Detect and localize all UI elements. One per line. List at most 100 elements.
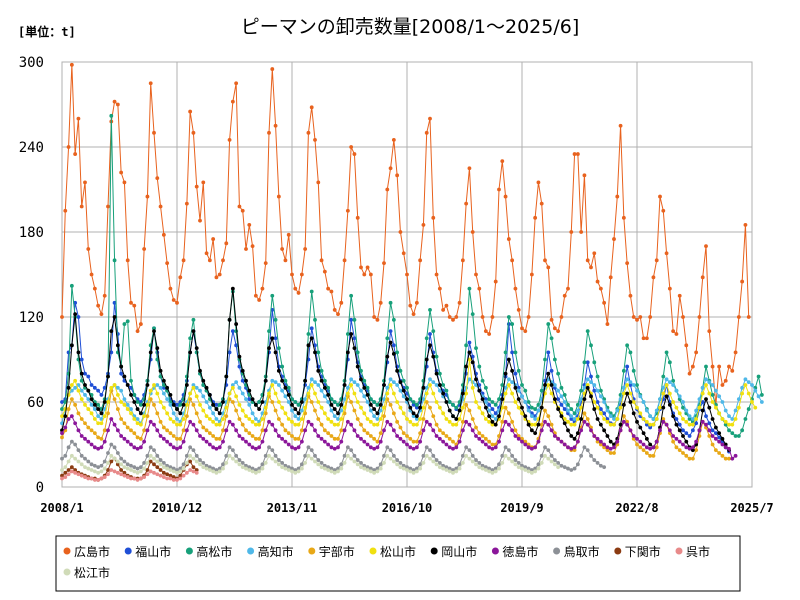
data-point: [497, 414, 501, 419]
data-point: [457, 417, 462, 421]
data-point: [549, 428, 554, 433]
data-point: [175, 402, 179, 407]
data-point: [175, 446, 179, 451]
data-point: [165, 385, 170, 390]
data-point: [451, 446, 455, 451]
data-point: [247, 465, 252, 470]
data-point: [418, 466, 423, 471]
data-point: [92, 417, 97, 421]
data-point: [175, 436, 179, 441]
data-point: [145, 453, 150, 458]
data-point: [388, 448, 393, 453]
data-point: [171, 419, 176, 424]
legend-item: 下関市: [614, 544, 661, 559]
data-point: [418, 258, 423, 263]
data-point: [83, 475, 87, 479]
data-point: [687, 434, 692, 438]
data-point: [349, 456, 354, 461]
data-point: [480, 378, 485, 383]
data-point: [237, 434, 242, 438]
data-point: [60, 315, 64, 319]
data-point: [543, 445, 547, 450]
data-point: [234, 453, 239, 458]
data-point: [559, 394, 564, 399]
data-point: [296, 469, 301, 474]
data-point: [424, 130, 429, 135]
data-point: [148, 453, 153, 458]
data-point: [493, 417, 498, 421]
data-point: [671, 400, 676, 404]
data-point: [690, 445, 695, 450]
series-7: [60, 414, 738, 461]
data-point: [385, 445, 390, 450]
data-point: [658, 405, 662, 410]
data-point: [132, 476, 137, 481]
data-point: [372, 422, 377, 427]
data-point: [582, 397, 587, 402]
data-point: [651, 417, 656, 421]
data-point: [207, 442, 212, 447]
data-point: [523, 400, 528, 404]
data-point: [125, 407, 130, 411]
data-point: [516, 368, 521, 373]
data-point: [224, 414, 229, 419]
data-point: [454, 422, 459, 427]
data-point: [194, 459, 199, 464]
data-point: [207, 417, 212, 421]
data-point: [441, 439, 446, 444]
data-point: [710, 428, 715, 433]
data-point: [529, 422, 534, 427]
data-point: [674, 417, 679, 421]
data-point: [129, 476, 133, 481]
data-point: [556, 465, 561, 470]
data-point: [240, 422, 245, 427]
data-point: [497, 466, 501, 471]
data-point: [460, 391, 465, 396]
data-point: [290, 397, 294, 402]
data-point: [375, 469, 380, 474]
data-point: [132, 417, 137, 421]
data-point: [230, 448, 235, 453]
data-point: [372, 414, 377, 419]
data-point: [717, 435, 722, 440]
data-point: [204, 466, 209, 471]
data-point: [523, 442, 528, 447]
data-point: [395, 383, 400, 387]
data-point: [86, 388, 91, 393]
data-point: [352, 453, 357, 458]
data-point: [566, 286, 570, 291]
data-point: [428, 116, 432, 121]
data-point: [129, 428, 133, 433]
data-point: [667, 402, 672, 407]
data-point: [125, 425, 130, 430]
data-point: [260, 439, 265, 444]
data-point: [414, 300, 419, 305]
data-point: [405, 417, 409, 421]
data-point: [543, 258, 547, 263]
data-point: [418, 417, 423, 421]
data-point: [188, 336, 193, 341]
data-point: [122, 322, 127, 326]
data-point: [83, 371, 87, 376]
data-point: [152, 456, 156, 461]
data-point: [595, 417, 600, 421]
data-point: [178, 476, 183, 481]
data-point: [408, 466, 413, 471]
data-point: [224, 428, 229, 433]
data-point: [434, 354, 439, 359]
data-point: [700, 419, 705, 424]
data-point: [148, 388, 153, 393]
data-point: [175, 407, 179, 411]
data-point: [142, 247, 147, 251]
data-point: [145, 428, 150, 433]
data-point: [158, 434, 163, 438]
data-point: [382, 261, 386, 266]
data-point: [513, 400, 518, 404]
data-point: [165, 476, 170, 481]
data-point: [309, 289, 314, 294]
data-point: [326, 465, 331, 470]
data-point: [451, 414, 455, 419]
data-point: [293, 436, 298, 441]
data-point: [96, 470, 101, 475]
data-point: [651, 275, 656, 280]
